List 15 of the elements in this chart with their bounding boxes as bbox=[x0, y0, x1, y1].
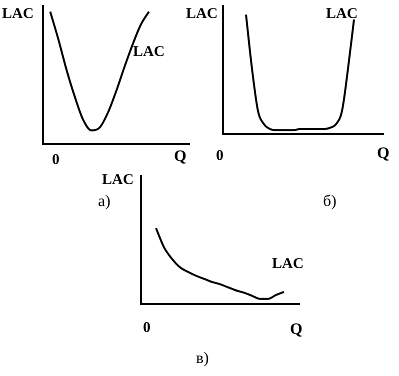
series-label: LAC bbox=[326, 6, 358, 22]
y-axis-title: LAC bbox=[2, 6, 34, 22]
text: в) bbox=[196, 350, 209, 368]
text: 0 bbox=[143, 320, 150, 336]
text: б) bbox=[323, 193, 336, 211]
text: а) bbox=[98, 193, 110, 211]
text: 0 bbox=[52, 152, 60, 168]
x-axis-title: Q bbox=[174, 148, 186, 166]
y-axis-title: LAC bbox=[102, 172, 134, 188]
x-axis-title: Q bbox=[377, 145, 390, 163]
series-label: LAC bbox=[272, 256, 304, 272]
x-axis-title: Q bbox=[290, 321, 302, 339]
series-label: LAC bbox=[133, 44, 165, 60]
text: 0 bbox=[216, 148, 224, 164]
y-axis-title: LAC bbox=[186, 6, 218, 22]
